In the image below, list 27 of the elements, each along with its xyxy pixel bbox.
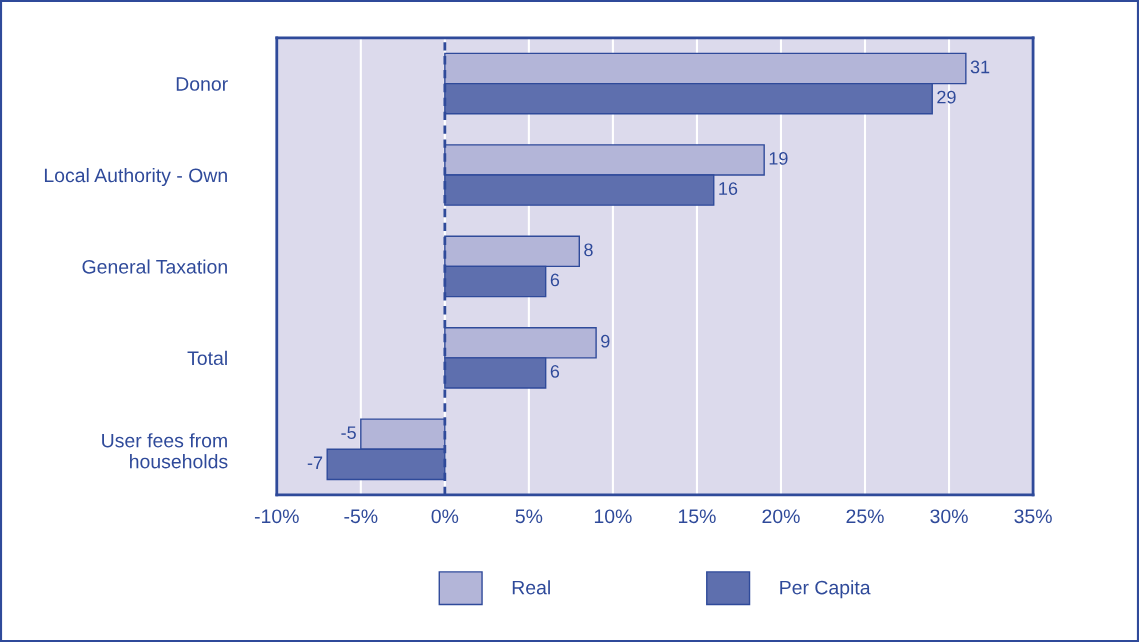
data-label: 9	[601, 334, 610, 348]
y-tick-label: Donor	[176, 77, 228, 91]
x-tick-label: 20%	[762, 509, 800, 524]
data-label: 16	[719, 182, 738, 195]
y-tick-label: User fees from households	[102, 433, 228, 469]
y-tick-label: General Taxation	[82, 259, 227, 274]
x-tick-label: -10%	[254, 509, 299, 524]
x-tick-label: 35%	[1014, 509, 1052, 524]
data-label: 6	[550, 365, 560, 378]
legend-label: Per Capita	[780, 580, 871, 599]
data-label: -7	[307, 456, 323, 470]
data-label: 8	[584, 243, 593, 257]
y-tick-label: Total	[187, 350, 227, 366]
x-tick-label: 0%	[431, 509, 459, 524]
data-label: 6	[550, 273, 560, 287]
x-tick-label: 15%	[678, 509, 716, 524]
data-label: -5	[341, 426, 356, 440]
data-label: 29	[937, 90, 956, 104]
y-tick-label: Local Authority - Own	[44, 167, 227, 187]
data-label: 31	[970, 60, 990, 74]
x-tick-label: 30%	[930, 509, 968, 524]
x-tick-label: 25%	[846, 509, 884, 524]
x-tick-label: -5%	[344, 509, 378, 524]
legend-label: Real	[512, 580, 550, 595]
x-tick-label: 5%	[515, 509, 543, 524]
x-tick-label: 10%	[594, 509, 632, 524]
data-label: 19	[769, 151, 788, 165]
